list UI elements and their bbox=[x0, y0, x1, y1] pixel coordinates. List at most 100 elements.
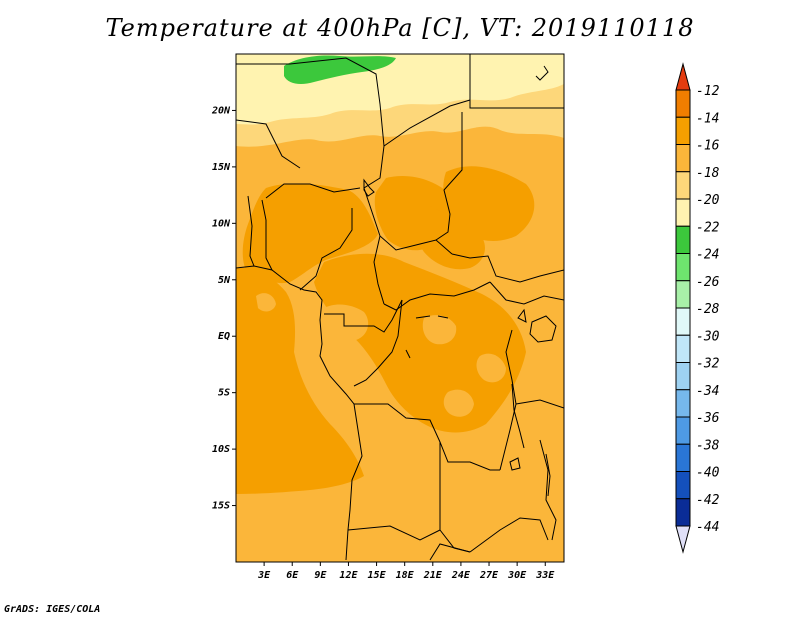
border-nigeria-niger bbox=[265, 183, 361, 199]
field-band-24-22 bbox=[284, 55, 396, 84]
field-band-16-14-d bbox=[236, 267, 364, 494]
lat-tick-label: 5N bbox=[218, 275, 231, 286]
field-band-16-14-f bbox=[417, 206, 485, 270]
border-chad-car bbox=[379, 235, 453, 255]
coast-west-africa bbox=[236, 265, 363, 561]
colorbar-label: -20 bbox=[696, 193, 720, 208]
lon-tick-label: 18E bbox=[396, 570, 415, 581]
border-libya-chad bbox=[383, 99, 471, 147]
colorbar-label: -32 bbox=[696, 357, 720, 372]
colorbar-label: -12 bbox=[696, 84, 720, 99]
colorbar-segment bbox=[675, 225, 691, 254]
lon-tick-label: 6E bbox=[286, 570, 299, 581]
colorbar-segment bbox=[675, 198, 691, 227]
border-zambia-zim bbox=[469, 517, 549, 553]
colorbar-label: -40 bbox=[696, 466, 720, 481]
lake-victoria bbox=[529, 315, 557, 343]
lat-tick-label: 15S bbox=[212, 501, 230, 512]
lon-tick-label: 27E bbox=[479, 570, 499, 581]
colorbar-label: -42 bbox=[696, 493, 720, 508]
colorbar-label: -16 bbox=[696, 139, 720, 154]
colorbar-label: -22 bbox=[696, 220, 720, 235]
colorbar-segment bbox=[675, 362, 691, 391]
border-mali-niger bbox=[236, 119, 301, 169]
lat-tick-label: 5S bbox=[218, 388, 230, 399]
border-car-drc bbox=[383, 281, 491, 311]
lat-tick-label: 10N bbox=[212, 218, 231, 229]
colorbar-label: -28 bbox=[696, 302, 720, 317]
lon-tick-label: 33E bbox=[535, 570, 555, 581]
colorbar-segment bbox=[675, 471, 691, 500]
lake-malawi bbox=[545, 453, 551, 497]
border-gabon-congo bbox=[324, 299, 403, 333]
border-botswana bbox=[429, 543, 471, 561]
colorbar-label: -30 bbox=[696, 329, 720, 344]
colorbar-label: -24 bbox=[696, 248, 719, 263]
border-drc-east bbox=[499, 329, 517, 471]
grads-credit: GrADS: IGES/COLA bbox=[4, 604, 101, 615]
border-tanzania bbox=[515, 399, 564, 409]
lon-tick-label: 21E bbox=[423, 570, 443, 581]
border-congo-drc bbox=[353, 299, 403, 387]
border-cameroon-car bbox=[373, 235, 385, 305]
lon-tick-label: 3E bbox=[257, 570, 271, 581]
field-band-16-14-a bbox=[242, 183, 378, 284]
border-malawi bbox=[539, 439, 557, 541]
lat-tick-label: EQ bbox=[218, 331, 230, 342]
border-sudan-south-sudan bbox=[451, 253, 564, 283]
lon-tick-label: 24E bbox=[451, 570, 471, 581]
field-pocket-c bbox=[476, 353, 506, 383]
colorbar-segment bbox=[675, 334, 691, 363]
colorbar-segment bbox=[675, 280, 691, 309]
border-south-sudan-uganda bbox=[489, 281, 564, 305]
lake-chad bbox=[363, 178, 375, 197]
colorbar-segment bbox=[675, 416, 691, 445]
lake-albert bbox=[517, 308, 527, 323]
lat-tick-label: 10S bbox=[212, 444, 230, 455]
colorbar-label: -36 bbox=[696, 411, 720, 426]
country-borders bbox=[236, 54, 564, 561]
lon-tick-label: 30E bbox=[507, 570, 527, 581]
colorbar-segment bbox=[675, 89, 691, 118]
colorbar-segment bbox=[675, 116, 691, 145]
colorbar-label: -34 bbox=[696, 384, 719, 399]
colorbar-segment bbox=[675, 171, 691, 200]
lake-mweru bbox=[509, 457, 521, 471]
field-pocket-d bbox=[256, 293, 276, 312]
lake-tanganyika bbox=[511, 383, 525, 449]
border-nigeria-cameroon bbox=[299, 208, 353, 291]
border-algeria-libya bbox=[236, 57, 385, 147]
lat-tick-label: 20N bbox=[211, 105, 231, 116]
border-chad-sudan bbox=[435, 112, 463, 241]
field-band-16-14-e bbox=[314, 253, 526, 433]
lat-axis: 20N 15N 10N 5N EQ 5S 10S 15S bbox=[211, 105, 236, 512]
lon-tick-label: 15E bbox=[368, 570, 387, 581]
colorbar-segment bbox=[675, 307, 691, 336]
red-sea-coast bbox=[535, 65, 549, 81]
colorbar-segment bbox=[675, 389, 691, 418]
colorbar-segment bbox=[675, 144, 691, 173]
colorbar-segment bbox=[675, 498, 691, 527]
border-benin-nigeria bbox=[261, 199, 273, 271]
lat-tick-label: 15N bbox=[212, 162, 231, 173]
temperature-field bbox=[236, 54, 564, 562]
colorbar-segment bbox=[675, 253, 691, 282]
field-pocket-b bbox=[422, 315, 457, 345]
colorbar-label: -38 bbox=[696, 438, 720, 453]
colorbar-top-arrow bbox=[675, 62, 691, 91]
border-egypt-sudan bbox=[469, 54, 564, 109]
colorbar-label: -44 bbox=[696, 520, 719, 535]
field-band-16-14-c bbox=[443, 166, 535, 241]
colorbar-bottom-arrow bbox=[675, 525, 691, 554]
border-ghana-togo bbox=[247, 195, 255, 267]
congo-river-marks bbox=[405, 315, 449, 359]
map-frame bbox=[235, 53, 565, 563]
colorbar: -12 -14 -16 -18 -20 -22 -24 -26 -28 -30 -32 -34 -36 -… bbox=[675, 62, 720, 554]
map-title: Temperature at 400hPa [C], VT: 201911011… bbox=[105, 14, 695, 42]
colorbar-label: -26 bbox=[696, 275, 720, 290]
colorbar-label: -14 bbox=[696, 111, 719, 126]
field-pocket-e bbox=[443, 389, 474, 417]
lon-tick-label: 12E bbox=[339, 570, 358, 581]
border-angola-namibia bbox=[347, 525, 441, 541]
